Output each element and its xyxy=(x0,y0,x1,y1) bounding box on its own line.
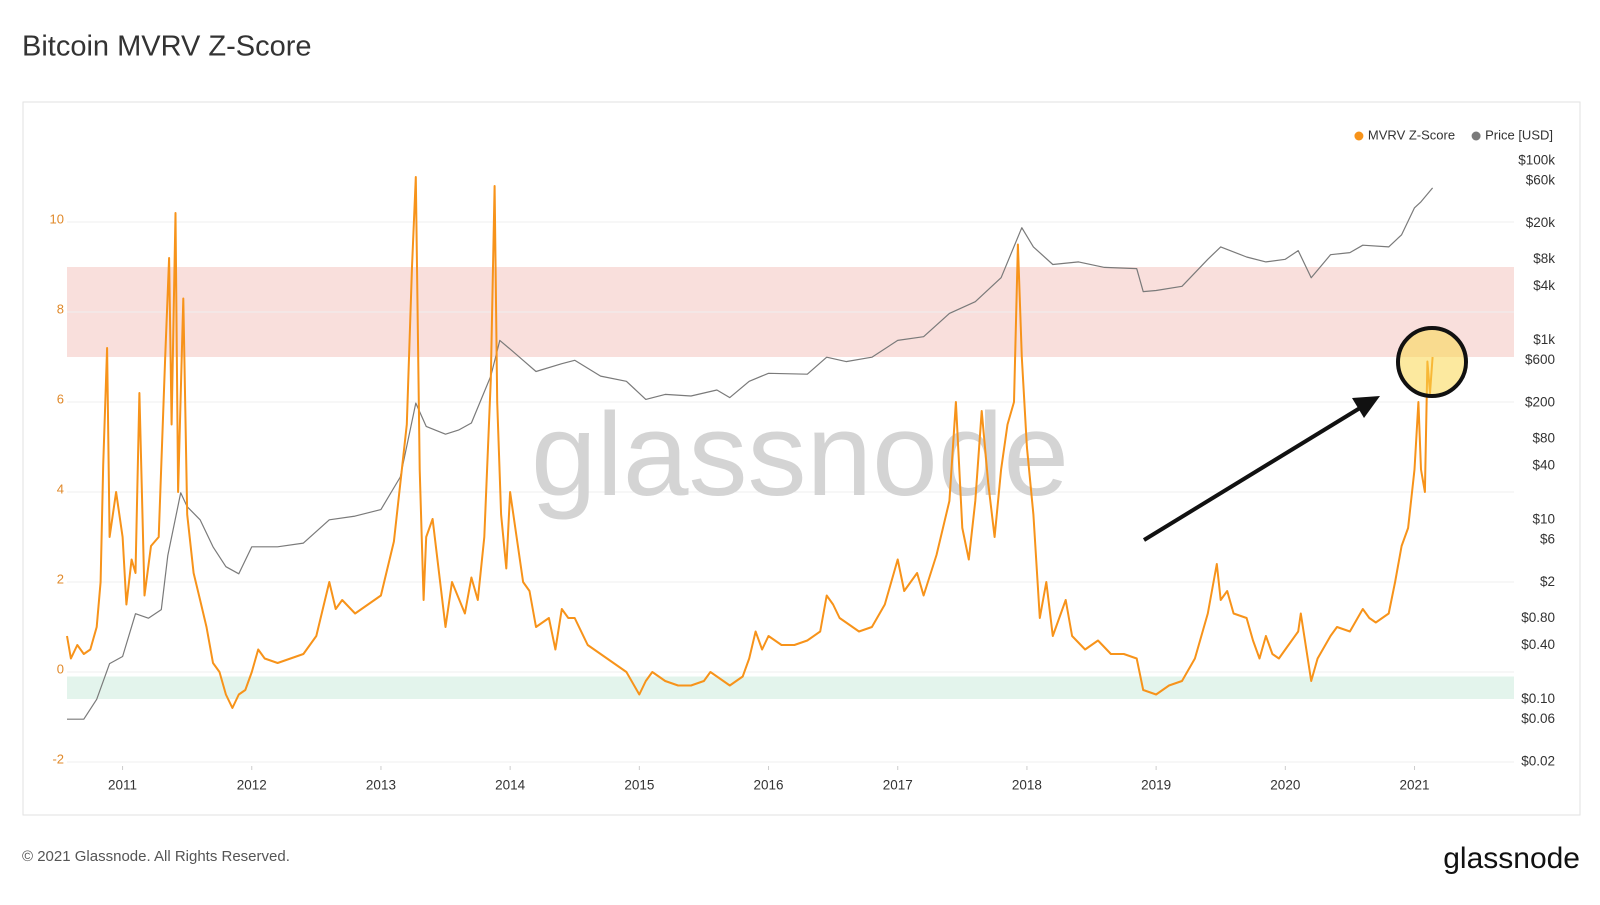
y2-tick-label: $6 xyxy=(1540,531,1555,546)
y2-tick-label: $4k xyxy=(1533,278,1555,293)
legend-marker xyxy=(1471,131,1481,141)
y2-tick-label: $0.06 xyxy=(1521,711,1555,726)
legend-label: Price [USD] xyxy=(1485,127,1553,142)
y-tick-label: 10 xyxy=(50,211,64,226)
y2-tick-label: $0.80 xyxy=(1521,610,1555,625)
y2-tick-label: $1k xyxy=(1533,332,1555,347)
legend-label: MVRV Z-Score xyxy=(1368,127,1455,142)
y2-tick-label: $0.02 xyxy=(1521,754,1555,769)
x-tick-label: 2015 xyxy=(624,778,654,793)
y-tick-label: 4 xyxy=(57,481,64,496)
grid xyxy=(67,221,1514,763)
x-tick-label: 2020 xyxy=(1270,778,1300,793)
y-tick-label: 2 xyxy=(57,571,64,586)
y2-tick-label: $600 xyxy=(1525,352,1555,367)
y2-tick-label: $2 xyxy=(1540,574,1555,589)
series-line xyxy=(67,187,1434,720)
x-tick-label: 2018 xyxy=(1012,778,1042,793)
y2-tick-label: $100k xyxy=(1518,152,1555,167)
x-tick-label: 2014 xyxy=(495,778,526,793)
y2-tick-label: $10 xyxy=(1532,511,1555,526)
series-line xyxy=(66,176,1434,709)
y2-tick-label: $0.40 xyxy=(1521,637,1555,652)
y2-tick-label: $80 xyxy=(1532,430,1555,445)
y-tick-label: 8 xyxy=(57,301,64,316)
zone-band xyxy=(67,676,1514,699)
y2-tick-label: $20k xyxy=(1526,215,1556,230)
footer-copyright: © 2021 Glassnode. All Rights Reserved. xyxy=(22,848,290,865)
arrow-head xyxy=(1352,396,1380,418)
highlight-circle xyxy=(1396,326,1468,398)
x-tick-label: 2019 xyxy=(1141,778,1171,793)
chart-frame xyxy=(22,101,1581,816)
annotation xyxy=(1142,326,1468,542)
watermark: glassnode xyxy=(531,389,1069,521)
y2-tick-label: $40 xyxy=(1532,457,1555,472)
y-tick-label: 0 xyxy=(57,661,64,676)
x-tick-label: 2013 xyxy=(366,778,396,793)
arrow-line xyxy=(1142,406,1362,542)
y-tick-label: -2 xyxy=(52,751,64,766)
plot xyxy=(66,176,1434,720)
chart-title: Bitcoin MVRV Z-Score xyxy=(22,31,312,63)
legend: Price [USD] MVRV Z-Score xyxy=(1354,127,1553,142)
legend-marker xyxy=(1354,131,1364,141)
axes: -2 0 2 4 6 8 10 $100k $60k $20k $8k $4k $1k $600 $200 $… xyxy=(50,152,1556,792)
y2-tick-label: $8k xyxy=(1533,251,1555,266)
y-tick-label: 6 xyxy=(57,391,64,406)
x-tick-label: 2012 xyxy=(237,778,267,793)
y2-tick-label: $200 xyxy=(1525,395,1555,410)
x-tick-label: 2016 xyxy=(754,778,784,793)
y2-tick-label: $0.10 xyxy=(1521,691,1555,706)
y2-tick-label: $60k xyxy=(1526,172,1556,187)
x-tick-label: 2017 xyxy=(883,778,913,793)
footer-logo: glassnode xyxy=(1443,842,1580,875)
x-tick-label: 2011 xyxy=(108,778,137,793)
x-tick-label: 2021 xyxy=(1399,778,1429,793)
